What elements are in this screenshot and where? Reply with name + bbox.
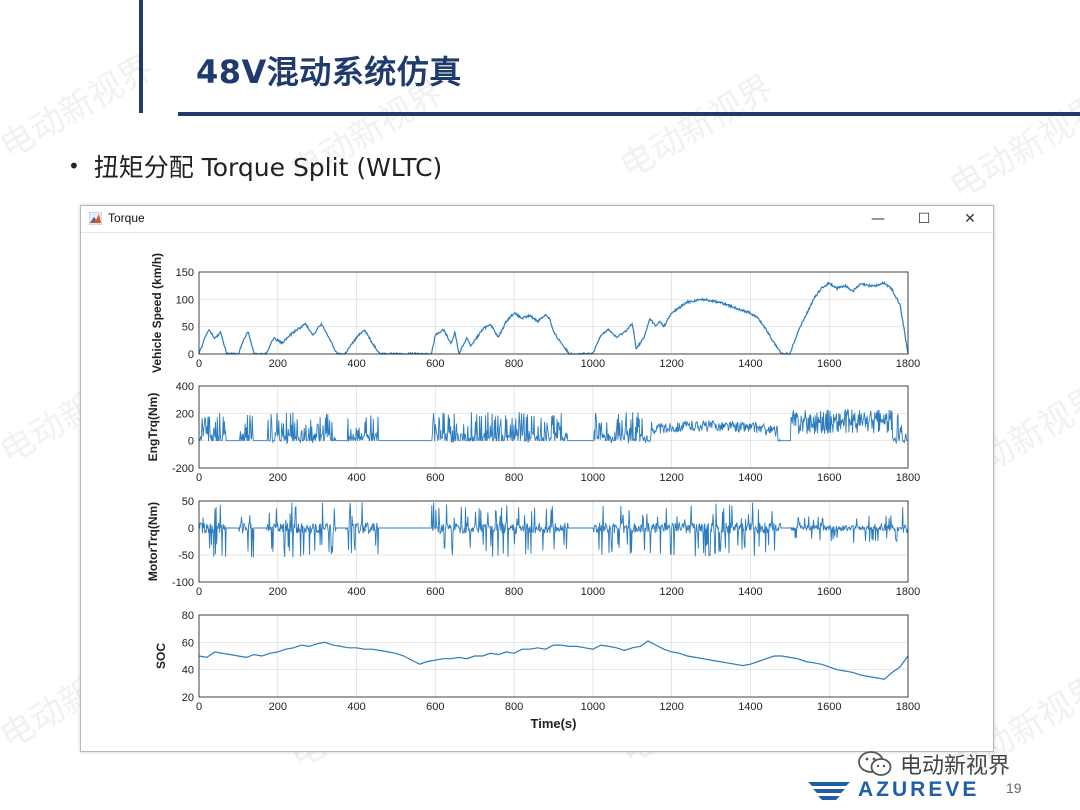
x-tick-label: 1400 xyxy=(738,586,762,598)
y-axis-label: Vehicle Speed (km/h) xyxy=(150,253,164,373)
slide-title: 48V混动系统仿真 xyxy=(196,53,462,91)
y-tick-label: -200 xyxy=(172,463,194,475)
x-tick-label: 1200 xyxy=(659,586,683,598)
axes-frame xyxy=(198,500,909,583)
y-tick-label: 0 xyxy=(188,436,194,448)
x-tick-label: 1200 xyxy=(659,358,683,370)
window-titlebar[interactable]: Torque — ☐ ✕ xyxy=(81,206,993,232)
series-line xyxy=(198,640,909,680)
x-tick-label: 200 xyxy=(269,358,287,370)
x-tick-label: 200 xyxy=(269,701,287,713)
y-tick-label: 400 xyxy=(176,381,194,393)
y-tick-label: 80 xyxy=(182,610,194,622)
title-underline xyxy=(178,112,1080,116)
close-icon: ✕ xyxy=(964,211,976,227)
y-tick-label: 0 xyxy=(188,349,194,361)
x-tick-label: 1800 xyxy=(896,586,920,598)
x-tick-label: 1400 xyxy=(738,472,762,484)
x-tick-label: 1000 xyxy=(581,701,605,713)
wechat-label: 电动新视界 xyxy=(900,754,1011,779)
maximize-button[interactable]: ☐ xyxy=(901,206,947,232)
x-tick-label: 0 xyxy=(196,472,202,484)
y-tick-label: 100 xyxy=(176,294,194,306)
page-number: 19 xyxy=(1006,780,1022,796)
y-tick-label: 40 xyxy=(182,665,194,677)
x-tick-label: 800 xyxy=(505,586,523,598)
y-tick-label: 50 xyxy=(182,496,194,508)
y-tick-label: 50 xyxy=(182,322,194,334)
brand-name: AZUREVE xyxy=(858,778,980,801)
y-tick-label: 20 xyxy=(182,692,194,704)
y-tick-label: 0 xyxy=(188,523,194,535)
wechat-icon xyxy=(858,751,892,776)
y-tick-label: 150 xyxy=(176,267,194,279)
window-divider xyxy=(81,232,993,233)
minimize-icon: — xyxy=(871,211,885,227)
y-tick-label: -100 xyxy=(172,577,194,589)
bullet-dot-icon: • xyxy=(68,154,80,178)
series-line xyxy=(199,408,908,445)
x-tick-label: 1800 xyxy=(896,358,920,370)
x-tick-label: 800 xyxy=(505,472,523,484)
x-tick-label: 1600 xyxy=(817,358,841,370)
x-tick-label: 400 xyxy=(347,358,365,370)
x-tick-label: 600 xyxy=(426,472,444,484)
x-tick-label: 1000 xyxy=(581,358,605,370)
x-tick-label: 600 xyxy=(426,701,444,713)
close-button[interactable]: ✕ xyxy=(947,206,993,232)
azureve-logo-icon xyxy=(808,782,850,800)
series-line xyxy=(199,501,909,558)
bullet-item: • 扭矩分配 Torque Split (WLTC) xyxy=(68,148,442,184)
x-tick-label: 600 xyxy=(426,358,444,370)
window-title: Torque xyxy=(108,211,145,225)
y-tick-label: -50 xyxy=(178,550,194,562)
y-axis-label: EngTrq(Nm) xyxy=(146,393,160,462)
x-tick-label: 400 xyxy=(347,472,365,484)
x-tick-label: 0 xyxy=(196,358,202,370)
x-tick-label: 800 xyxy=(505,358,523,370)
axes-frame xyxy=(198,385,909,469)
x-tick-label: 200 xyxy=(269,472,287,484)
x-tick-label: 800 xyxy=(505,701,523,713)
x-tick-label: 200 xyxy=(269,586,287,598)
x-tick-label: 1000 xyxy=(581,472,605,484)
x-tick-label: 0 xyxy=(196,586,202,598)
x-tick-label: 1800 xyxy=(896,701,920,713)
plot-area xyxy=(198,271,909,355)
x-tick-label: 1200 xyxy=(659,472,683,484)
y-tick-label: 60 xyxy=(182,637,194,649)
matlab-icon xyxy=(89,212,102,225)
x-tick-label: 400 xyxy=(347,586,365,598)
y-tick-label: 200 xyxy=(176,408,194,420)
bullet-text: 扭矩分配 Torque Split (WLTC) xyxy=(93,153,443,182)
x-tick-label: 1600 xyxy=(817,701,841,713)
x-tick-label: 1400 xyxy=(738,701,762,713)
y-axis-label: MotorTrq(Nm) xyxy=(146,502,160,581)
y-axis-label: SOC xyxy=(154,643,168,669)
x-tick-label: 0 xyxy=(196,701,202,713)
axes-frame xyxy=(198,614,909,698)
title-accent-bar xyxy=(139,0,143,113)
watermark: 电动新视界 xyxy=(613,67,781,188)
wechat-badge: 电动新视界 xyxy=(858,748,1010,780)
brand-logo: AZUREVE xyxy=(808,778,979,802)
minimize-button[interactable]: — xyxy=(855,206,901,232)
x-tick-label: 1800 xyxy=(896,472,920,484)
x-tick-label: 1600 xyxy=(817,586,841,598)
maximize-icon: ☐ xyxy=(917,211,931,227)
plots-canvas: 0 200 400 600 800 1000 1200 1400 1600 18000501001… xyxy=(146,253,920,731)
x-tick-label: 1600 xyxy=(817,472,841,484)
x-axis-label: Time(s) xyxy=(531,716,577,731)
plot-area xyxy=(198,614,909,698)
x-tick-label: 1000 xyxy=(581,586,605,598)
axes-frame xyxy=(198,271,909,355)
figure-window: Torque — ☐ ✕ 0 200 400 600 800 1000 1200 1400 16… xyxy=(80,205,994,752)
x-tick-label: 400 xyxy=(347,701,365,713)
x-tick-label: 1200 xyxy=(659,701,683,713)
x-tick-label: 1400 xyxy=(738,358,762,370)
watermark: 电动新视界 xyxy=(943,87,1080,208)
x-tick-label: 600 xyxy=(426,586,444,598)
